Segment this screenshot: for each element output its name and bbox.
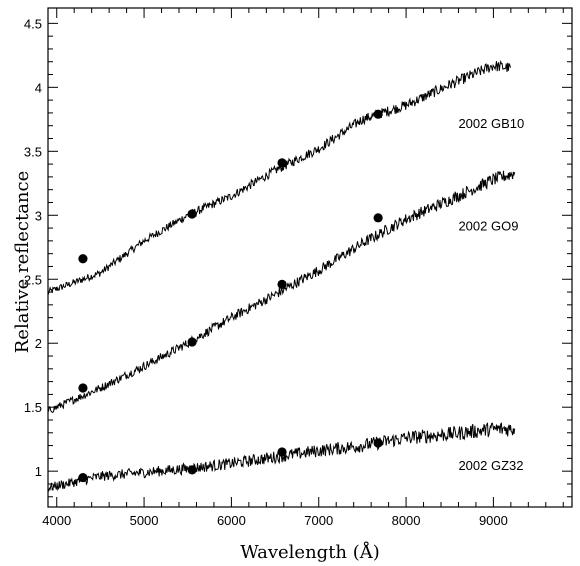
photometry-point	[78, 383, 88, 393]
y-tick-label: 1	[35, 464, 42, 479]
series-label-gz32: 2002 GZ32	[458, 458, 523, 473]
photometry-point	[277, 447, 287, 457]
photometry-point	[187, 465, 197, 475]
y-tick-label: 2.5	[24, 272, 42, 287]
photometry-point	[187, 337, 197, 347]
photometry-point	[277, 279, 287, 289]
y-tick-label: 2	[35, 336, 42, 351]
series-label-gb10: 2002 GB10	[458, 116, 524, 131]
y-tick-label: 1.5	[24, 400, 42, 415]
x-tick-label: 8000	[392, 513, 421, 528]
photometry-point	[373, 213, 383, 223]
photometry-point	[277, 158, 287, 168]
ticks-group: 4000 5000 6000 7000 8000 9000 1 1.5 2 2.5 3 3.5 4 4.5	[24, 8, 572, 528]
photometry-point	[373, 438, 383, 448]
series-label-go9: 2002 GO9	[458, 219, 518, 234]
spectrum-line	[47, 422, 516, 492]
x-axis-title: Wavelength (Å)	[240, 541, 380, 563]
plot-frame	[47, 7, 573, 508]
photometry-point	[78, 254, 88, 264]
y-tick-label: 3.5	[24, 144, 42, 159]
y-tick-label: 4	[35, 80, 42, 95]
photometry-point	[373, 109, 383, 119]
x-tick-label: 6000	[217, 513, 246, 528]
y-axis-title: Relative reflectance	[12, 171, 33, 354]
x-tick-label: 7000	[304, 513, 333, 528]
x-tick-label: 5000	[130, 513, 159, 528]
y-tick-label: 4.5	[24, 16, 42, 31]
spectrum-line	[47, 170, 516, 413]
y-tick-label: 3	[35, 208, 42, 223]
photometry-point	[78, 472, 88, 483]
series-group	[47, 59, 516, 492]
x-tick-label: 4000	[42, 513, 71, 528]
spectrum-line	[47, 59, 511, 295]
x-tick-label: 9000	[479, 513, 508, 528]
photometry-point	[187, 209, 197, 219]
